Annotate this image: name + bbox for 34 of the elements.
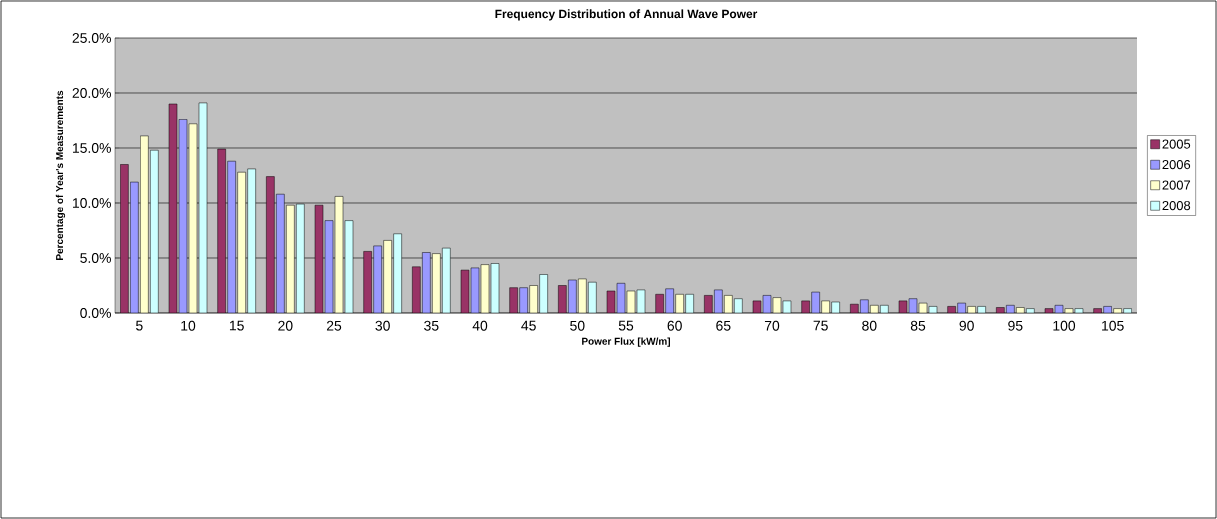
x-tick-label: 35 [424, 320, 439, 331]
x-tick-label: 15 [229, 320, 244, 331]
legend-label: 2005 [1162, 139, 1191, 149]
x-tick-label: 40 [472, 320, 488, 331]
y-tick-label: 25.0% [72, 33, 111, 43]
x-tick-label: 95 [1008, 320, 1023, 331]
x-tick-label: 20 [278, 320, 293, 331]
x-tick-label: 65 [716, 320, 731, 331]
x-tick-label: 60 [667, 320, 682, 331]
x-tick-label: 105 [1102, 320, 1124, 331]
x-tick-label: 85 [910, 320, 926, 331]
y-tick-label: 20.0% [72, 88, 111, 98]
y-tick-label: 5.0% [80, 253, 111, 263]
x-tick-label: 80 [862, 320, 877, 331]
legend-label: 2006 [1162, 159, 1191, 170]
y-axis-title: Percentage of Year's Measurements [55, 90, 66, 260]
x-tick-label: 100 [1053, 320, 1076, 331]
chart-title: Frequency Distribution of Annual Wave Power [495, 9, 758, 21]
x-tick-label: 75 [813, 320, 828, 331]
x-tick-label: 50 [570, 320, 585, 331]
legend-label: 2008 [1162, 200, 1191, 211]
legend-label: 2007 [1162, 180, 1191, 190]
x-tick-label: 70 [764, 320, 780, 331]
x-tick-label: 90 [959, 320, 974, 331]
x-tick-label: 5 [136, 320, 143, 331]
x-axis-title: Power Flux [kW/m] [582, 337, 670, 347]
y-tick-label: 15.0% [73, 143, 111, 153]
x-tick-label: 10 [181, 320, 196, 331]
x-tick-label: 25 [326, 320, 342, 331]
y-tick-label: 0.0% [80, 308, 111, 318]
x-tick-label: 30 [375, 320, 390, 331]
x-tick-label: 55 [618, 320, 634, 331]
y-tick-label: 10.0% [73, 198, 111, 208]
x-tick-label: 45 [521, 320, 536, 331]
